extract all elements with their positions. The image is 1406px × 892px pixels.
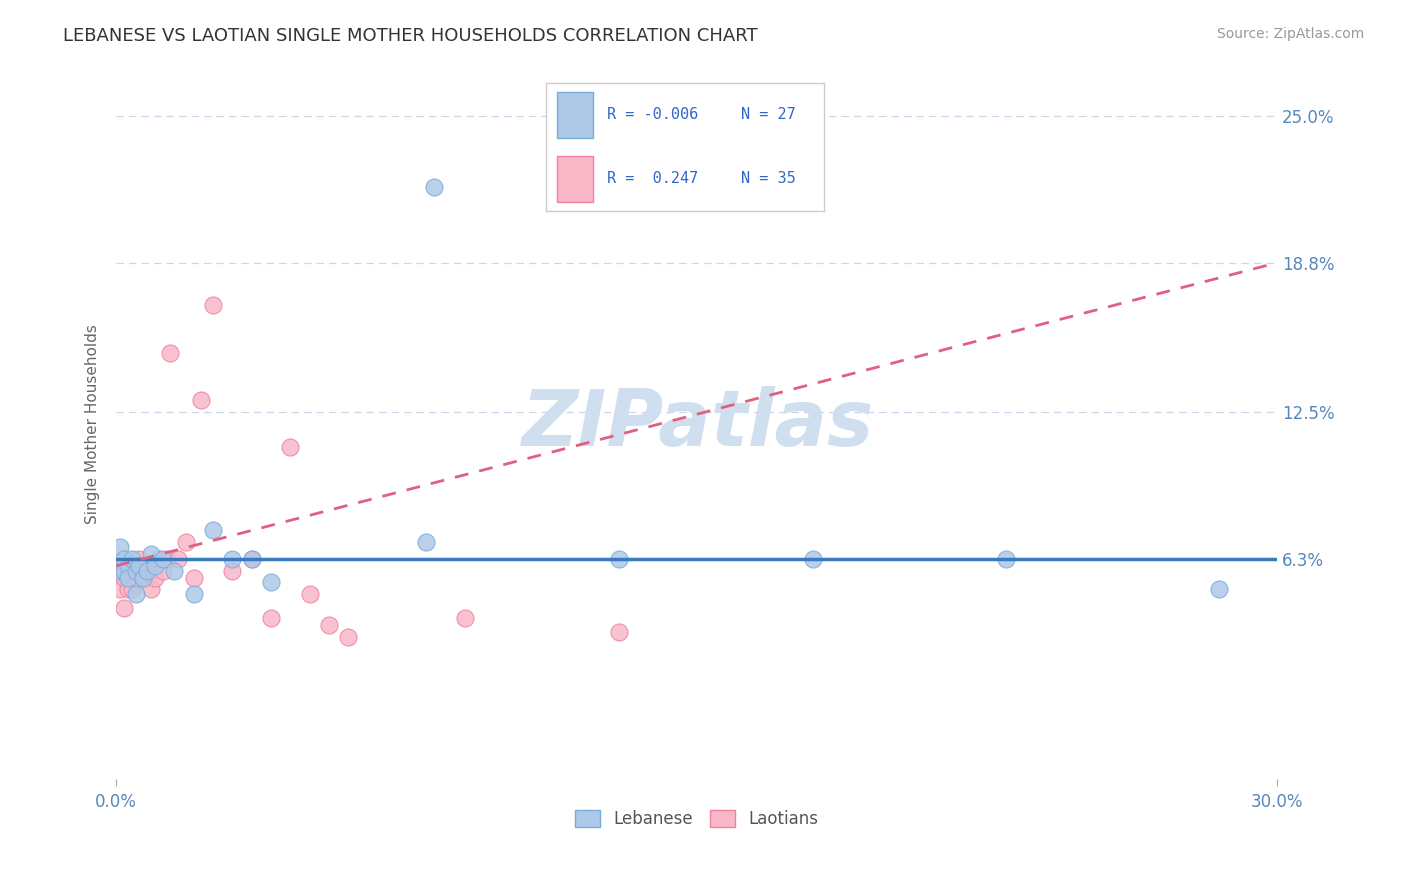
Point xyxy=(117,564,139,578)
Point xyxy=(121,551,143,566)
Point xyxy=(128,558,150,573)
Point xyxy=(136,571,159,585)
Point xyxy=(260,575,283,590)
Point xyxy=(108,564,131,578)
Point xyxy=(174,535,197,549)
Point xyxy=(167,551,190,566)
Point xyxy=(117,558,139,573)
Point xyxy=(183,571,205,585)
Text: ZIPatlas: ZIPatlas xyxy=(520,385,873,462)
Point xyxy=(121,564,143,578)
Point xyxy=(155,551,177,566)
Point xyxy=(117,571,139,585)
Point xyxy=(1208,582,1230,597)
Point xyxy=(801,551,824,566)
Point xyxy=(202,298,225,312)
Point xyxy=(221,564,243,578)
Point xyxy=(128,551,150,566)
Point xyxy=(148,551,170,566)
Point xyxy=(152,551,174,566)
Point xyxy=(112,601,135,615)
Point xyxy=(280,441,302,455)
Y-axis label: Single Mother Households: Single Mother Households xyxy=(86,324,100,524)
Point xyxy=(136,558,159,573)
Point xyxy=(298,587,321,601)
Point xyxy=(112,571,135,585)
Point xyxy=(124,558,146,573)
Point xyxy=(139,582,162,597)
Point xyxy=(240,551,263,566)
Point xyxy=(112,564,135,578)
Point xyxy=(159,345,181,359)
Point xyxy=(183,587,205,601)
Point xyxy=(240,551,263,566)
Point xyxy=(108,540,131,554)
Point xyxy=(124,571,146,585)
Point xyxy=(415,535,437,549)
Point xyxy=(190,392,212,407)
Point xyxy=(609,551,631,566)
Point xyxy=(260,611,283,625)
Point xyxy=(995,551,1018,566)
Point xyxy=(453,611,475,625)
Point xyxy=(121,582,143,597)
Point xyxy=(318,618,340,632)
Point xyxy=(108,582,131,597)
Point xyxy=(117,582,139,597)
Point xyxy=(132,564,155,578)
Point xyxy=(221,551,243,566)
Point xyxy=(152,564,174,578)
Point xyxy=(139,547,162,561)
Point xyxy=(124,587,146,601)
Point xyxy=(132,571,155,585)
Point xyxy=(422,180,444,194)
Point xyxy=(143,558,166,573)
Point xyxy=(108,558,131,573)
Point xyxy=(202,523,225,537)
Point xyxy=(124,564,146,578)
Text: Source: ZipAtlas.com: Source: ZipAtlas.com xyxy=(1216,27,1364,41)
Point xyxy=(609,625,631,640)
Point xyxy=(143,571,166,585)
Point xyxy=(136,564,159,578)
Point xyxy=(112,564,135,578)
Point xyxy=(163,564,186,578)
Text: LEBANESE VS LAOTIAN SINGLE MOTHER HOUSEHOLDS CORRELATION CHART: LEBANESE VS LAOTIAN SINGLE MOTHER HOUSEH… xyxy=(63,27,758,45)
Point xyxy=(337,630,360,644)
Legend: Lebanese, Laotians: Lebanese, Laotians xyxy=(568,803,825,835)
Point xyxy=(112,551,135,566)
